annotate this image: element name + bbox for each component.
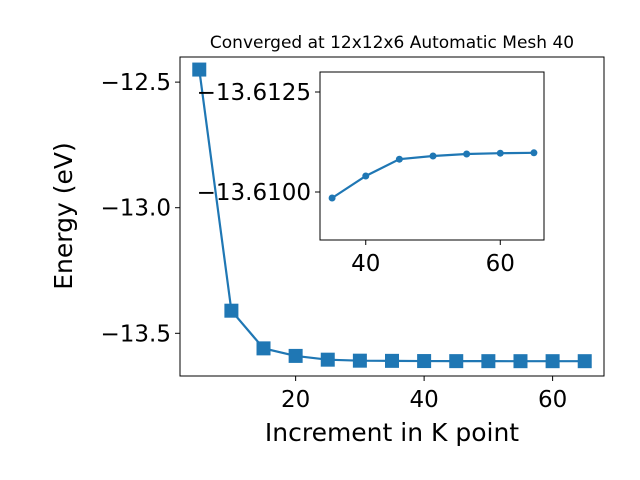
inset-x-ticks: 40 60 <box>351 240 515 277</box>
inset-data-point <box>429 152 437 160</box>
main-data-point <box>513 354 528 369</box>
main-x-tick-label: 40 <box>409 387 438 413</box>
x-axis-label: Increment in K point <box>265 418 519 447</box>
inset-axes-frame <box>319 71 545 241</box>
main-y-tick-label: −13.0 <box>101 196 171 222</box>
inset-plot: 40 60 −13.6125 −13.6100 <box>197 71 545 277</box>
main-data-point <box>352 353 367 368</box>
inset-data-point <box>463 150 471 158</box>
main-data-point <box>385 353 399 368</box>
main-plot: Converged at 12x12x6 Automatic Mesh 40 2… <box>49 33 605 447</box>
inset-x-tick-label: 40 <box>351 251 380 277</box>
main-data-point <box>449 354 464 369</box>
inset-data-point <box>328 194 336 202</box>
main-data-point <box>545 354 560 369</box>
main-data-point <box>417 354 432 369</box>
inset-data-point <box>496 149 504 157</box>
main-data-point <box>577 354 592 369</box>
inset-y-tick-label: −13.6100 <box>197 180 311 206</box>
inset-data-point <box>395 155 403 163</box>
main-data-point <box>224 303 239 318</box>
main-x-tick-label: 20 <box>281 387 310 413</box>
inset-data-point <box>530 149 538 157</box>
inset-series-layer <box>328 149 538 202</box>
inset-y-ticks: −13.6125 −13.6100 <box>197 80 320 206</box>
main-data-point <box>288 348 303 363</box>
main-x-tick-label: 60 <box>538 387 567 413</box>
main-data-point <box>481 354 496 369</box>
inset-y-tick-label: −13.6125 <box>197 80 311 106</box>
chart-title: Converged at 12x12x6 Automatic Mesh 40 <box>210 33 574 53</box>
main-series-layer <box>192 62 592 369</box>
main-y-ticks: −12.5 −13.0 −13.5 <box>101 70 180 347</box>
y-axis-label: Energy (eV) <box>49 142 78 289</box>
main-x-ticks: 20 40 60 <box>281 376 567 413</box>
inset-data-point <box>362 172 370 180</box>
main-data-point <box>192 62 207 77</box>
main-y-tick-label: −12.5 <box>101 70 171 96</box>
main-data-point <box>320 352 335 367</box>
inset-x-tick-label: 60 <box>486 251 515 277</box>
main-axes-frame <box>179 56 605 377</box>
main-data-point <box>256 341 271 356</box>
main-y-tick-label: −13.5 <box>101 321 171 347</box>
